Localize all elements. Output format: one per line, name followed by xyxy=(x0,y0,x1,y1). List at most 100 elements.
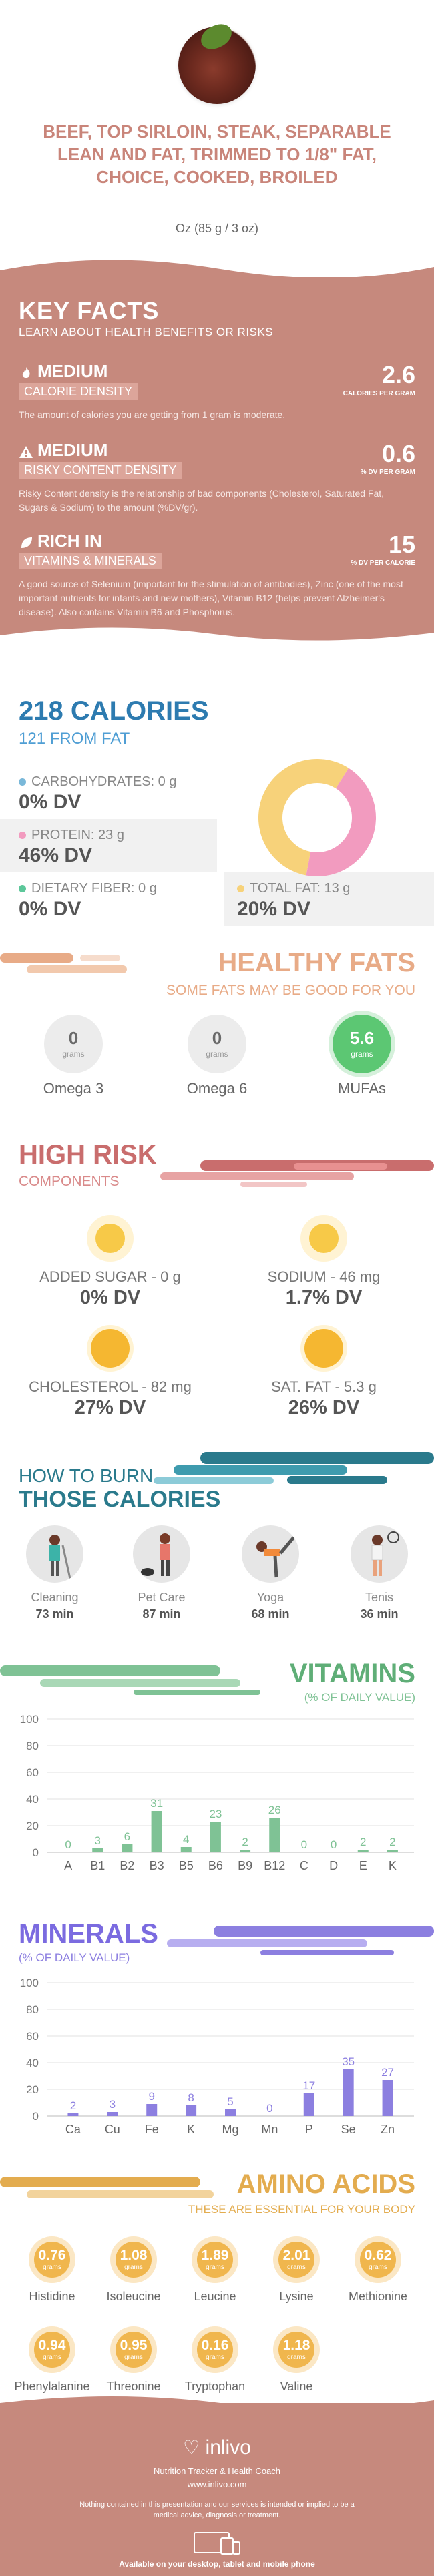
omega3-item: 0 grams Omega 3 xyxy=(20,1015,127,1097)
omega6-item: 0 grams Omega 6 xyxy=(164,1015,270,1097)
fat-dv: 20% DV xyxy=(237,898,311,920)
protein-macro: PROTEIN: 23 g 46% DV xyxy=(19,828,219,867)
header-section: BEEF, TOP SIRLOIN, STEAK, SEPARABLE LEAN… xyxy=(0,0,434,277)
food-title: BEEF, TOP SIRLOIN, STEAK, SEPARABLE LEAN… xyxy=(43,121,391,187)
amino-unit: grams xyxy=(43,2354,61,2361)
vitamin-category-label: D xyxy=(329,1859,338,1872)
vitamin-category-label: B6 xyxy=(208,1859,223,1872)
mufas-name: MUFAs xyxy=(337,1080,387,1097)
vitamin-ytick-label: 80 xyxy=(26,1740,39,1752)
vitamin-category-label: B5 xyxy=(179,1859,194,1872)
amino-item-methionine: 0.62 grams Methionine xyxy=(338,2236,418,2304)
donut-protein-slice xyxy=(306,768,376,876)
cholesterol-risk: CHOLESTEROL - 82 mg 27% DV xyxy=(13,1325,207,1419)
vitamin-value-label: 4 xyxy=(183,1833,189,1846)
vitamins-minerals-fact: RICH IN VITAMINS & MINERALS 15 % DV PER … xyxy=(19,531,415,619)
risky-content-tag: RISKY CONTENT DENSITY xyxy=(19,462,182,479)
mineral-value-label: 8 xyxy=(188,2091,194,2104)
devices-icon xyxy=(194,2532,240,2555)
protein-label: PROTEIN: 23 g xyxy=(31,828,124,842)
amino-acids-section: AMINO ACIDS THESE ARE ESSENTIAL FOR YOUR… xyxy=(0,2163,434,2416)
vitamins-minerals-level: RICH IN xyxy=(37,531,102,551)
amino-name: Tryptophan xyxy=(184,2380,246,2393)
vitamin-value-label: 2 xyxy=(360,1836,366,1848)
amino-unit: grams xyxy=(369,2264,387,2271)
high-risk-deco xyxy=(160,1160,434,1187)
vitamin-bar xyxy=(357,1850,369,1852)
mineral-value-label: 17 xyxy=(302,2079,315,2092)
amino-circle: 0.95 grams xyxy=(110,2326,157,2373)
mufas-unit: grams xyxy=(351,1049,373,1059)
omega6-name: Omega 6 xyxy=(186,1080,248,1097)
amino-value: 0.94 xyxy=(38,2338,66,2353)
sodium-label: SODIUM - 46 mg xyxy=(267,1268,381,1285)
vitamin-ytick-label: 0 xyxy=(33,1846,39,1859)
footer-url[interactable]: www.inlivo.com xyxy=(187,2479,247,2489)
vitamin-category-label: B1 xyxy=(90,1859,105,1872)
added-sugar-dv: 0% DV xyxy=(79,1287,141,1308)
mineral-bar xyxy=(146,2104,158,2116)
activity-yoga: Yoga 68 min xyxy=(227,1525,314,1621)
added-sugar-risk: ADDED SUGAR - 0 g 0% DV xyxy=(13,1215,207,1309)
vitamin-ytick-label: 60 xyxy=(26,1766,39,1779)
vitamin-bar xyxy=(151,1811,162,1852)
mineral-ytick-label: 0 xyxy=(33,2110,39,2123)
amino-circle: 0.62 grams xyxy=(355,2236,401,2283)
amino-value: 2.01 xyxy=(282,2248,310,2263)
protein-highlight xyxy=(0,819,217,872)
added-sugar-label: ADDED SUGAR - 0 g xyxy=(39,1268,181,1285)
amino-circle: 0.76 grams xyxy=(29,2236,75,2283)
mineral-bar xyxy=(382,2080,393,2116)
carbs-dv: 0% DV xyxy=(19,791,81,813)
vitamin-value-label: 0 xyxy=(301,1838,307,1851)
mineral-value-label: 5 xyxy=(227,2095,233,2108)
mufas-circle: 5.6 grams xyxy=(333,1015,391,1073)
vitamin-ytick-label: 20 xyxy=(26,1820,39,1832)
vitamin-bar xyxy=(92,1848,103,1852)
protein-dot-icon xyxy=(19,832,26,839)
yoga-icon xyxy=(242,1525,299,1583)
vitamin-category-label: B3 xyxy=(150,1859,164,1872)
tennis-minutes: 36 min xyxy=(360,1607,399,1621)
header-wave xyxy=(0,260,434,277)
calorie-density-value: 2.6 xyxy=(381,361,415,389)
mineral-ytick-label: 60 xyxy=(26,2030,39,2043)
vitamin-bar xyxy=(180,1847,192,1852)
healthy-fats-title: HEALTHY FATS xyxy=(218,948,415,977)
amino-subtitle: THESE ARE ESSENTIAL FOR YOUR BODY xyxy=(188,2203,415,2216)
vitamin-value-label: 23 xyxy=(209,1808,222,1820)
amino-unit: grams xyxy=(206,2264,224,2271)
amino-item-leucine: 1.89 grams Leucine xyxy=(175,2236,255,2304)
yoga-name: Yoga xyxy=(256,1591,284,1604)
omega6-value: 0 xyxy=(212,1028,222,1048)
calories-section: 218 CALORIES 121 FROM FAT CARBOHYDRATES:… xyxy=(0,671,434,945)
vitamins-bar-chart: 0204060801000A3B16B231B34B523B62B926B120… xyxy=(20,1713,414,1872)
burn-title-line2: THOSE CALORIES xyxy=(19,1487,221,1512)
calorie-density-desc: The amount of calories you are getting f… xyxy=(19,409,286,420)
minerals-section: MINERALS (% OF DAILY VALUE) 0 20 40 60 80 100… xyxy=(0,1906,434,2159)
vitamins-minerals-unit: % DV PER CALORIE xyxy=(351,559,415,567)
cleaning-icon xyxy=(26,1525,83,1583)
fat-label: TOTAL FAT: 13 g xyxy=(250,881,351,896)
vitamin-value-label: 6 xyxy=(124,1830,130,1843)
mineral-bar xyxy=(343,2069,354,2116)
omega3-unit: grams xyxy=(62,1049,85,1059)
vitamin-value-label: 2 xyxy=(242,1836,248,1848)
mineral-bar xyxy=(225,2109,236,2116)
carbs-label: CARBOHYDRATES: 0 g xyxy=(31,774,177,789)
cholesterol-label: CHOLESTEROL - 82 mg xyxy=(29,1378,192,1395)
cholesterol-dv: 27% DV xyxy=(74,1397,146,1419)
key-facts-wave xyxy=(0,621,434,641)
pet-care-name: Pet Care xyxy=(138,1591,186,1604)
inlivo-logo[interactable]: ♡ inlivo xyxy=(0,2436,434,2459)
amino-value: 0.76 xyxy=(38,2248,66,2263)
vitamins-subtitle: (% OF DAILY VALUE) xyxy=(304,1691,415,1704)
risky-content-desc: Risky Content density is the relationshi… xyxy=(19,488,385,513)
amino-circle: 1.18 grams xyxy=(273,2326,320,2373)
amino-item-tryptophan: 0.16 grams Tryptophan xyxy=(175,2326,255,2394)
amino-unit: grams xyxy=(43,2264,61,2271)
key-facts-title: KEY FACTS xyxy=(19,297,160,324)
vitamins-minerals-value: 15 xyxy=(388,531,415,558)
mineral-bar xyxy=(303,2093,314,2116)
cleaning-name: Cleaning xyxy=(31,1591,79,1604)
